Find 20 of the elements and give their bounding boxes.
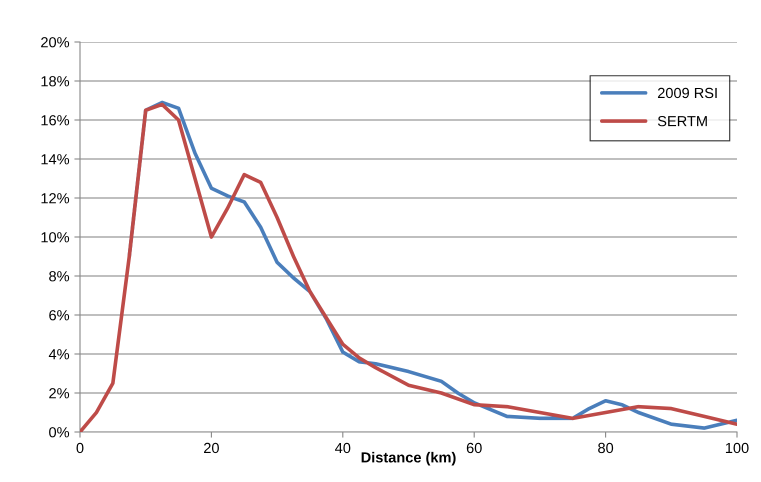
- x-tick-label: 20: [204, 442, 219, 454]
- y-tick-label: 20%: [41, 37, 70, 48]
- y-tick-label: 2%: [49, 388, 70, 398]
- legend-label: 2009 RSI: [658, 88, 717, 98]
- x-tick-label: 40: [335, 442, 350, 454]
- x-tick-label: 100: [726, 442, 749, 454]
- y-tick-label: 12%: [42, 193, 70, 204]
- y-tick-label: 8%: [49, 271, 70, 282]
- legend-label: SERTM: [658, 116, 707, 126]
- y-tick-label: 10%: [42, 232, 70, 242]
- y-tick-label: 16%: [42, 115, 70, 126]
- y-tick-label: 6%: [49, 310, 70, 320]
- y-tick-label: 14%: [42, 154, 70, 164]
- y-tick-label: 0%: [49, 427, 70, 438]
- y-tick-label: 4%: [48, 349, 70, 360]
- x-tick-label: 60: [466, 442, 482, 454]
- x-tick-label: 80: [598, 442, 614, 454]
- y-tick-label: 18%: [42, 76, 70, 86]
- x-axis-title: Distance (km): [362, 452, 456, 466]
- x-tick-label: 0: [76, 442, 84, 454]
